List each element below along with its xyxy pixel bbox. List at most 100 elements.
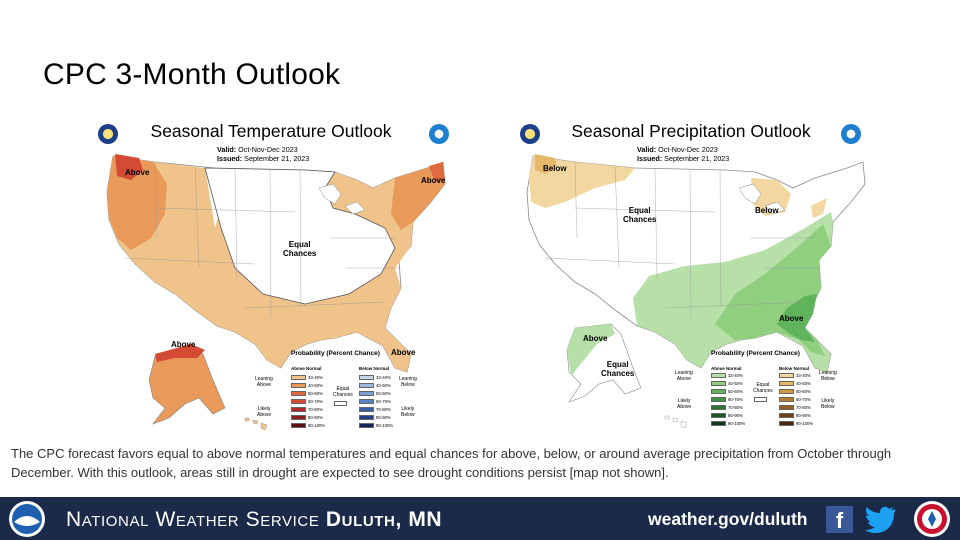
nws-logo-icon [841,124,861,144]
valid-label: Valid: [637,145,657,154]
legend-below-row: 60-70% [359,398,391,404]
legend-above-swatch [291,382,306,388]
legend-below-range: 50-60% [796,388,811,394]
legend-below-head: Below Normal [359,366,390,371]
legend-below-row: 40-50% [359,382,391,388]
valid-value: Oct-Nov-Dec 2023 [658,145,718,154]
legend-above-row: 70-80% [711,404,743,410]
legend-below-range: 60-70% [796,396,811,402]
precipitation-map-title: Seasonal Precipitation Outlook [571,121,811,141]
temp-above-50-60-ne [429,162,445,182]
legend-above-row: 80-90% [711,412,743,418]
legend-above-swatch [711,388,726,394]
legend-below-range: 90-100% [796,420,814,426]
footer-url-link[interactable]: weather.gov/duluth [648,509,808,529]
legend-below-range: 33-40% [376,374,391,380]
legend-below-row: 70-80% [779,404,811,410]
legend-above-row: 40-50% [291,382,323,388]
issued-value: September 21, 2023 [244,153,310,163]
temp-above-40-50-ne [391,162,445,230]
legend-below-swatch [779,412,794,418]
legend-above-row: 80-90% [291,414,323,420]
legend-below-range: 40-50% [376,382,391,388]
temperature-outlook-map: Seasonal Temperature Outlook Valid: Oct-… [95,118,449,438]
issued-value: September 21, 2023 [664,153,730,163]
temp-above-40-50-nw [107,156,167,250]
legend-equal-chances: Equal Chances [753,382,773,394]
legend-above-range: 33-40% [308,374,323,380]
hawaii-shape [664,415,688,429]
alaska-leaning-above [567,324,615,376]
temp-label-equal-chances: Equal Chances [283,240,317,258]
legend-below-range: 80-90% [796,412,811,418]
legend-above-swatch [291,374,306,380]
legend-leaning-below: Leaning Below [819,370,837,382]
legend-below-range: 40-50% [796,380,811,386]
temperature-map-title: Seasonal Temperature Outlook [150,121,392,141]
legend-above-range: 70-80% [308,406,323,412]
legend-below-swatch [359,406,374,412]
slide-title: CPC 3-Month Outlook [43,58,341,91]
legend-likely-above: Likely Above [257,406,272,418]
legend-below-head: Below Normal [779,366,810,371]
noaa-logo-icon [520,124,540,144]
temp-equal-chances-region [204,167,396,305]
twitter-icon[interactable] [864,505,896,533]
legend-above-swatch [711,380,726,386]
legend-below-row: 50-60% [779,388,811,394]
legend-below-swatch [359,374,374,380]
temp-label-above-nw: Above [125,168,150,177]
legend-title: Probability (Percent Chance) [291,350,380,357]
great-lakes [318,183,366,215]
legend-below-swatch [779,388,794,394]
legend-above-row: 70-80% [291,406,323,412]
precip-above-50-60-se [777,294,817,342]
precip-leaning-below-nw [529,156,635,208]
legend-below-swatch [359,382,374,388]
legend-above-swatch [291,406,306,412]
legend-above-swatch [291,390,306,396]
legend-likely-below: Likely Below [401,406,415,418]
legend-above-swatch [711,372,726,378]
footer-bar: National Weather Service Duluth, MN weat… [0,497,960,540]
precipitation-outlook-map: Seasonal Precipitation Outlook Valid: Oc… [515,118,867,438]
legend-above-head: Above Normal [711,366,742,371]
legend-above-row: 33-40% [711,372,743,378]
legend-below-row: 33-40% [359,374,391,380]
legend-below-range: 33-40% [796,372,811,378]
legend-above-range: 90-100% [728,420,746,426]
precip-label-below-mi: Below [755,206,779,215]
legend-above-row: 90-100% [291,422,325,428]
facebook-icon[interactable]: f [826,506,853,533]
legend-below-range: 60-70% [376,398,391,404]
nws-logo-icon [429,124,449,144]
precip-label-above-se: Above [779,314,804,323]
legend-below-swatch [779,404,794,410]
legend-below-swatch [779,372,794,378]
legend-above-row: 60-70% [711,396,743,402]
temp-above-50-60-nw [115,154,143,180]
legend-below-row: 80-90% [359,414,391,420]
hawaii-shape [244,417,268,431]
state-lines [544,161,819,319]
legend-below-range: 90-100% [376,422,394,428]
legend-above-range: 60-70% [728,396,743,402]
temp-label-above-fl: Above [391,348,416,357]
legend-leaning-above: Leaning Above [255,376,273,388]
legend-above-swatch [291,398,306,404]
legend-above-swatch [711,420,726,426]
legend-below-swatch [779,420,794,426]
noaa-logo-icon [98,124,118,144]
legend-above-row: 90-100% [711,420,745,426]
legend-below-row: 33-40% [779,372,811,378]
footer-office: National Weather Service Duluth, MN [66,508,442,532]
legend-above-row: 33-40% [291,374,323,380]
legend-below-swatch [359,390,374,396]
great-lakes [738,183,786,215]
precip-label-equal-chances-ak: Equal Chances [601,360,635,378]
footer-office-name: Duluth, MN [325,508,443,531]
legend-below-swatch [779,396,794,402]
legend-leaning-above: Leaning Above [675,370,693,382]
legend-below-swatch [359,414,374,420]
legend-above-range: 80-90% [728,412,743,418]
